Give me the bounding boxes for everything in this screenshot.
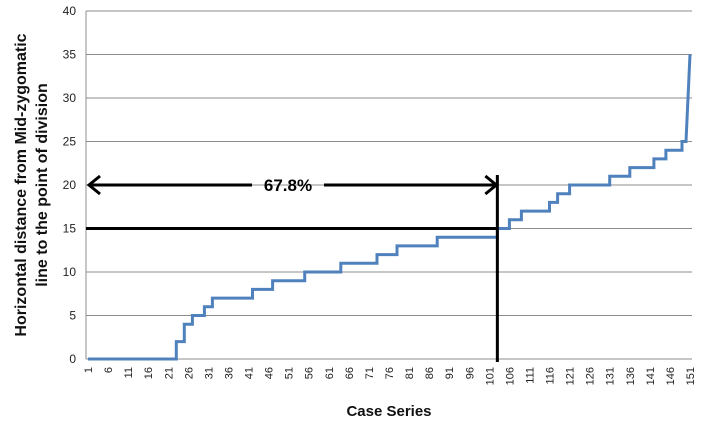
x-axis-title: Case Series: [346, 403, 431, 420]
y-tick-label: 20: [63, 178, 77, 192]
x-tick-label: 111: [524, 367, 536, 384]
x-tick-label: 91: [444, 367, 456, 379]
x-tick-label: 41: [244, 367, 256, 379]
x-tick-label: 126: [585, 367, 597, 385]
x-tick-label: 131: [605, 367, 617, 385]
x-tick-label: 36: [223, 367, 235, 379]
x-tick-label: 51: [284, 367, 296, 379]
y-tick-label: 15: [63, 222, 77, 236]
x-tick-label: 31: [203, 367, 215, 379]
x-tick-label: 61: [324, 367, 336, 379]
y-tick-label: 30: [63, 91, 77, 105]
x-tick-label: 11: [123, 367, 135, 378]
y-tick-label: 40: [63, 4, 77, 18]
x-tick-label: 136: [625, 367, 637, 385]
x-tick-label: 81: [404, 367, 416, 379]
percent-label: 67.8%: [264, 176, 312, 195]
x-tick-label: 1: [83, 367, 95, 373]
x-tick-label: 96: [464, 367, 476, 379]
x-tick-label: 21: [163, 367, 175, 379]
x-tick-label: 16: [143, 367, 155, 379]
series-line: [88, 54, 692, 361]
x-tick-label: 146: [665, 367, 677, 385]
x-tick-label: 66: [344, 367, 356, 379]
x-tick-label: 106: [504, 367, 516, 385]
x-tick-label: 6: [103, 367, 115, 373]
x-tick-label: 151: [685, 367, 697, 385]
x-tick-label: 116: [545, 367, 557, 385]
x-tick-label: 46: [264, 367, 276, 379]
y-tick-labels: 0 5 10 15 20 25 30 35 40: [63, 4, 77, 366]
x-tick-label: 121: [565, 367, 577, 385]
annotations: 67.8%: [86, 174, 499, 362]
x-tick-label: 71: [364, 367, 376, 379]
x-tick-labels: 1 6 11 16 21 26 31 36 41 46 51 56 61 66 71 76 81 86 91 96 10…: [83, 367, 697, 385]
y-axis-title-line-1: Horizontal distance from Mid-zygomatic: [13, 33, 30, 336]
x-tick-label: 141: [645, 367, 657, 385]
x-tick-label: 76: [384, 367, 396, 379]
x-tick-label: 56: [304, 367, 316, 379]
x-tick-label: 26: [183, 367, 195, 379]
arrowhead-left: [86, 174, 101, 196]
y-tick-label: 5: [69, 309, 76, 323]
y-tick-label: 0: [69, 352, 76, 366]
y-tick-label: 10: [63, 265, 77, 279]
y-tick-label: 35: [63, 48, 77, 62]
y-tick-label: 25: [63, 135, 77, 149]
x-tick-label: 86: [424, 367, 436, 379]
y-axis-title-line-2: line to the point of division: [34, 83, 51, 287]
x-tick-label: 101: [484, 367, 496, 385]
